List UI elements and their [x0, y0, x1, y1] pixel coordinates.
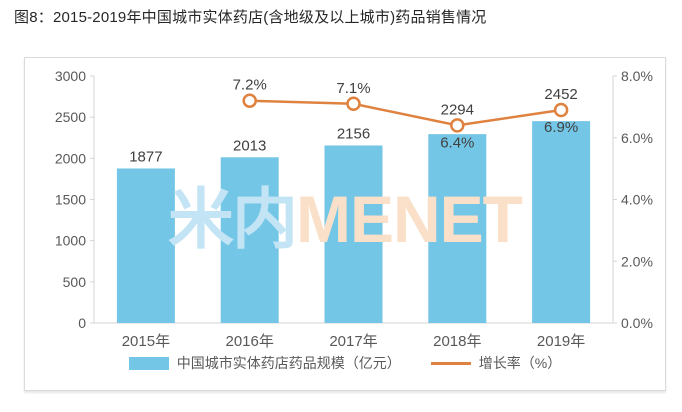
- legend-item-line: 增长率（%）: [430, 353, 562, 373]
- svg-text:2013: 2013: [233, 137, 266, 154]
- svg-text:2015年: 2015年: [122, 333, 170, 350]
- svg-text:6.0%: 6.0%: [621, 130, 653, 146]
- svg-text:0.0%: 0.0%: [621, 315, 653, 331]
- svg-text:2294: 2294: [441, 101, 474, 118]
- svg-text:1877: 1877: [129, 148, 162, 165]
- legend-item-bar: 中国城市实体药店药品规模（亿元）: [128, 353, 401, 373]
- chart-panel: 3000 2500 2000 1500 1000 500 0 8.0% 6.0% 4.0% 2.0%…: [24, 57, 666, 391]
- svg-text:7.1%: 7.1%: [336, 80, 370, 97]
- svg-text:2156: 2156: [337, 125, 370, 142]
- svg-text:2018年: 2018年: [433, 333, 481, 350]
- chart-canvas: 3000 2500 2000 1500 1000 500 0 8.0% 6.0% 4.0% 2.0%…: [55, 68, 653, 350]
- svg-text:7.2%: 7.2%: [233, 77, 267, 94]
- svg-text:500: 500: [63, 274, 87, 290]
- svg-text:2500: 2500: [55, 109, 86, 125]
- svg-text:4.0%: 4.0%: [621, 192, 653, 208]
- bar-swatch-icon: [128, 356, 169, 370]
- svg-text:2016年: 2016年: [226, 333, 274, 350]
- legend: 中国城市实体药店药品规模（亿元） 增长率（%）: [25, 353, 665, 373]
- svg-text:6.9%: 6.9%: [544, 119, 578, 136]
- svg-text:6.4%: 6.4%: [440, 134, 474, 151]
- svg-text:1000: 1000: [55, 233, 86, 249]
- svg-text:1500: 1500: [55, 192, 86, 208]
- line-swatch-icon: [430, 361, 471, 365]
- svg-text:2.0%: 2.0%: [621, 253, 653, 269]
- svg-text:2019年: 2019年: [537, 333, 585, 350]
- legend-bar-label: 中国城市实体药店药品规模（亿元）: [176, 355, 401, 371]
- svg-text:2452: 2452: [544, 86, 577, 103]
- chart-title: 图8：2015-2019年中国城市实体药店(含地级及以上城市)药品销售情况: [14, 9, 487, 26]
- svg-text:2000: 2000: [55, 150, 86, 166]
- svg-text:8.0%: 8.0%: [621, 68, 653, 84]
- svg-text:2017年: 2017年: [329, 333, 377, 350]
- svg-text:0: 0: [78, 315, 86, 331]
- svg-text:3000: 3000: [55, 68, 86, 84]
- legend-line-label: 增长率（%）: [478, 355, 562, 371]
